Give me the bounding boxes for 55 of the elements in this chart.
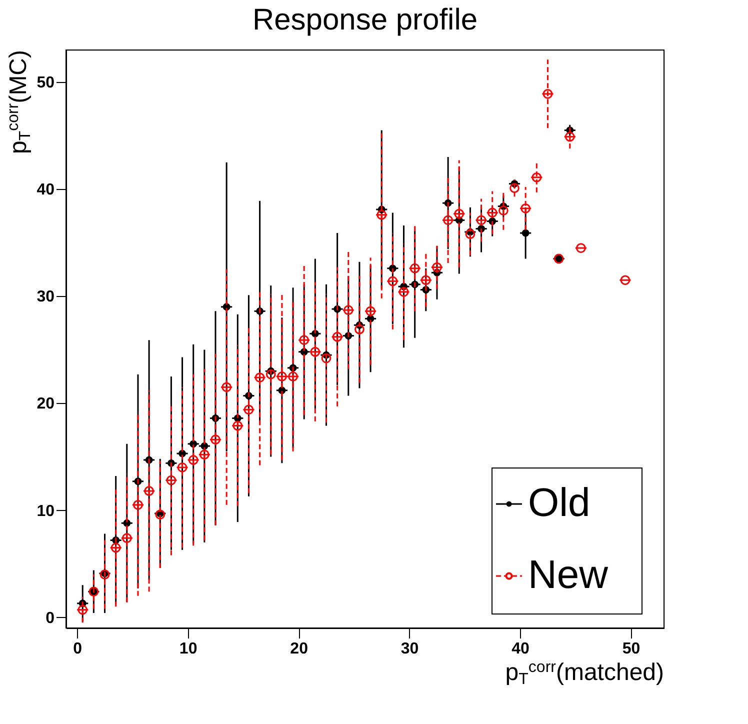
point [564, 132, 575, 142]
point [122, 533, 132, 544]
point [420, 275, 431, 286]
y-tick-label: 30 [36, 288, 55, 306]
y-tick-label: 0 [46, 610, 55, 627]
point [232, 420, 243, 431]
point [432, 262, 442, 272]
point [343, 305, 354, 316]
point [254, 372, 265, 382]
x-tick-label: 0 [73, 640, 82, 658]
legend-label: New [528, 553, 608, 597]
legend-label: Old [528, 481, 590, 525]
point [199, 450, 210, 460]
y-axis-title: pTcorr(MC) [5, 50, 34, 154]
point [177, 462, 188, 472]
point [210, 434, 220, 445]
point [510, 183, 520, 194]
x-tick-label: 30 [400, 640, 419, 658]
point [388, 276, 398, 286]
chart-title: Response profile [252, 4, 478, 36]
point [78, 604, 88, 615]
point [454, 208, 464, 219]
point [532, 172, 542, 182]
point [410, 263, 420, 274]
point [299, 335, 310, 345]
x-tick-label: 40 [512, 640, 530, 658]
point [222, 382, 232, 392]
x-tick-label: 50 [622, 640, 640, 658]
y-tick-label: 20 [36, 396, 55, 413]
point [487, 208, 498, 218]
point [476, 215, 486, 226]
point [498, 206, 508, 216]
x-tick-label: 20 [290, 640, 308, 658]
point [522, 229, 530, 237]
y-tick-label: 40 [36, 182, 55, 199]
point [321, 353, 332, 364]
point [576, 243, 586, 253]
point [354, 324, 364, 334]
point [542, 88, 553, 99]
point [133, 500, 143, 510]
y-tick-label: 10 [36, 502, 55, 520]
point [166, 475, 176, 486]
point [110, 542, 121, 553]
point [366, 306, 376, 316]
point [144, 486, 154, 496]
point [520, 203, 531, 214]
point [620, 275, 630, 286]
x-tick-label: 10 [179, 640, 198, 658]
y-tick-label: 50 [36, 74, 55, 92]
point [443, 215, 453, 226]
point [188, 455, 198, 465]
point [376, 210, 387, 220]
point [332, 332, 342, 342]
point [310, 346, 320, 357]
point [244, 404, 254, 415]
